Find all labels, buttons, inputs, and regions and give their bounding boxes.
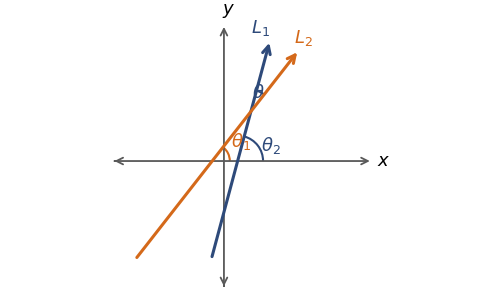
Text: $L_1$: $L_1$ [251,18,270,38]
Text: $L_2$: $L_2$ [294,28,313,48]
Text: $\theta$: $\theta$ [252,84,264,102]
Text: $x$: $x$ [377,152,391,170]
Text: $\theta_2$: $\theta_2$ [262,135,281,156]
Text: $y$: $y$ [222,2,235,20]
Text: $\theta_1$: $\theta_1$ [231,131,251,153]
